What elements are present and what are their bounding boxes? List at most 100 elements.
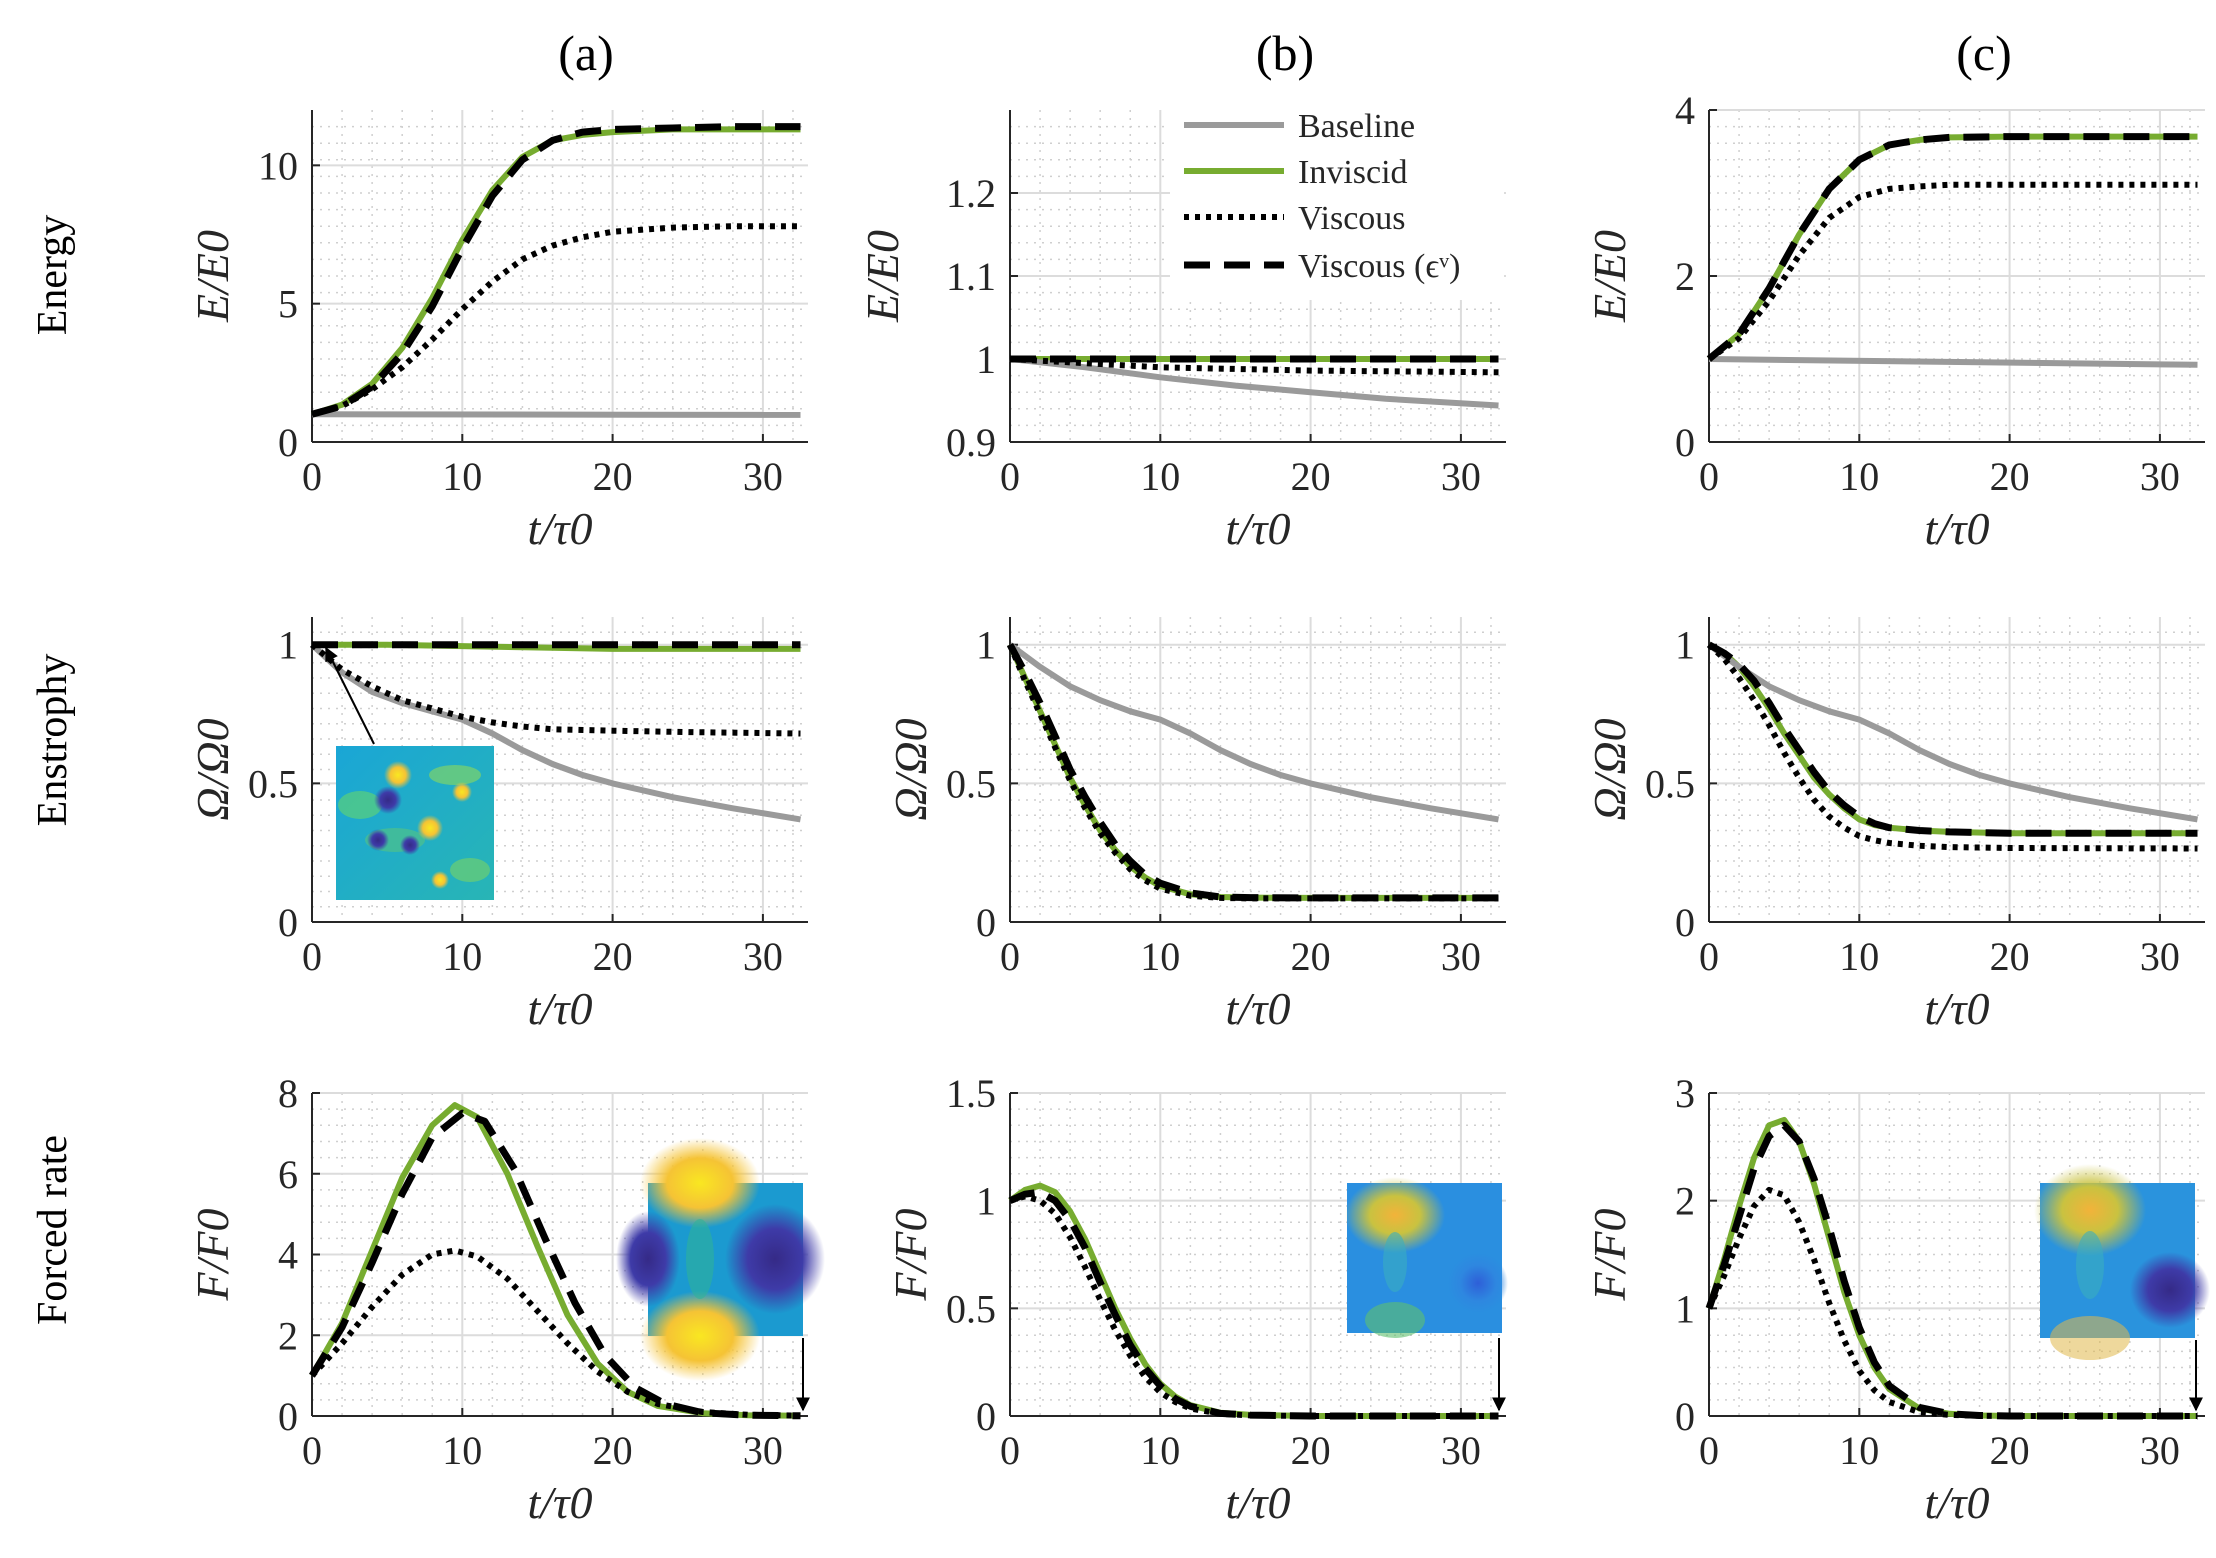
y-tick-label: 0.5 [1645,761,1695,806]
inset-vorticity-field [336,746,494,900]
series-viscous [1009,356,1499,376]
x-axis-label: t/τ0 [527,983,592,1034]
column-title-a: (a) [558,25,614,81]
x-tick-label: 30 [743,454,783,499]
series-baseline [1708,356,2198,368]
x-tick-label: 10 [1839,934,1879,979]
x-tick-label: 20 [1990,1428,2030,1473]
row-label-forced-rate: Forced rate [30,1135,76,1325]
series-viscous [311,223,801,418]
y-axis-label: F/F0 [885,1209,936,1302]
x-tick-label: 10 [1839,454,1879,499]
x-tick-label: 20 [593,934,633,979]
y-axis-label: E/E0 [1584,230,1635,323]
panel-r0-c0: 0 10 20 30 0 5 10 t/τ0 E/E0 [187,110,808,554]
panel-r1-c1: 0 10 20 30 0 0.5 1 t/τ0 Ω/Ω0 [885,617,1506,1034]
x-tick-label: 20 [593,454,633,499]
y-tick-label: 8 [278,1071,298,1116]
y-axis-label: F/F0 [187,1209,238,1302]
y-tick-label: 4 [1675,88,1695,133]
column-title-b: (b) [1256,25,1314,81]
x-tick-label: 10 [1140,1428,1180,1473]
y-tick-label: 0.5 [946,1286,996,1331]
x-tick-label: 20 [1291,934,1331,979]
y-tick-label: 1 [1675,623,1695,668]
x-tick-label: 10 [1140,934,1180,979]
x-tick-label: 30 [2140,454,2180,499]
series-viscous-eps [309,1109,801,1420]
column-title-c: (c) [1956,25,2012,81]
x-axis-label: t/τ0 [1225,1477,1290,1528]
y-tick-label: 0 [1675,1394,1695,1439]
x-axis-label: t/τ0 [527,503,592,554]
y-tick-label: 1 [976,337,996,382]
y-tick-label: 0.5 [248,761,298,806]
row-label-enstrophy: Enstrophy [30,654,76,827]
x-tick-label: 30 [1441,934,1481,979]
x-tick-label: 10 [442,1428,482,1473]
x-tick-label: 20 [1291,1428,1331,1473]
x-tick-label: 0 [1000,454,1020,499]
y-tick-label: 5 [278,282,298,327]
x-tick-label: 30 [743,934,783,979]
x-tick-label: 20 [593,1428,633,1473]
legend-label-baseline: Baseline [1298,108,1415,145]
series-viscous-eps [1707,641,2198,837]
panel-r1-c2: 0 10 20 30 0 0.5 1 t/τ0 Ω/Ω0 [1584,617,2205,1034]
panel-r1-c0: 0 10 20 30 0 0.5 1 t/τ0 Ω/Ω0 [187,617,808,1034]
series-baseline [1707,642,2198,823]
y-tick-label: 0.9 [946,420,996,465]
y-tick-label: 0 [976,900,996,945]
inset-forcing-field-b [1345,1177,1508,1338]
y-tick-label: 1 [1675,1286,1695,1331]
x-tick-label: 10 [1839,1428,1879,1473]
series-baseline [311,411,801,418]
series-inviscid [1007,643,1499,901]
y-tick-label: 1.5 [946,1071,996,1116]
y-axis-label: Ω/Ω0 [1584,718,1635,820]
y-tick-label: 1 [976,623,996,668]
y-tick-label: 0 [976,1394,996,1439]
x-tick-label: 0 [1000,934,1020,979]
y-tick-label: 1 [278,623,298,668]
y-tick-label: 2 [1675,1179,1695,1224]
legend-label-viscous: Viscous [1298,200,1406,237]
x-tick-label: 0 [1699,1428,1719,1473]
series-viscous-eps [1008,1188,1499,1420]
series-viscous [1706,642,2198,852]
x-axis-label: t/τ0 [1924,1477,1989,1528]
panel-r0-c2: 0 10 20 30 0 2 4 t/τ0 E/E0 [1584,88,2205,554]
x-axis-label: t/τ0 [1225,983,1290,1034]
y-tick-label: 0 [278,900,298,945]
x-tick-label: 20 [1990,934,2030,979]
y-tick-label: 0 [278,420,298,465]
x-tick-label: 0 [302,454,322,499]
x-tick-label: 10 [1140,454,1180,499]
x-tick-label: 30 [743,1428,783,1473]
x-tick-label: 0 [1699,934,1719,979]
series-viscous-eps [311,123,801,418]
x-tick-label: 0 [1699,454,1719,499]
x-tick-label: 30 [1441,454,1481,499]
y-tick-label: 1 [976,1179,996,1224]
series-viscous [1007,643,1499,902]
y-tick-label: 2 [278,1313,298,1358]
x-axis-label: t/τ0 [527,1477,592,1528]
y-tick-label: 1.1 [946,254,996,299]
y-tick-label: 2 [1675,254,1695,299]
x-tick-label: 10 [442,934,482,979]
y-tick-label: 0.5 [946,761,996,806]
legend-label-inviscid: Inviscid [1298,154,1408,191]
y-tick-label: 6 [278,1152,298,1197]
series-viscous-eps [1706,133,2198,362]
x-axis-label: t/τ0 [1225,503,1290,554]
series-viscous [1707,181,2198,362]
series-baseline [1008,642,1499,823]
series-viscous-eps [1006,643,1499,902]
series-viscous-eps [1705,1121,2198,1420]
y-tick-label: 1.2 [946,171,996,216]
x-tick-label: 0 [1000,1428,1020,1473]
x-axis-label: t/τ0 [1924,983,1989,1034]
x-tick-label: 20 [1990,454,2030,499]
